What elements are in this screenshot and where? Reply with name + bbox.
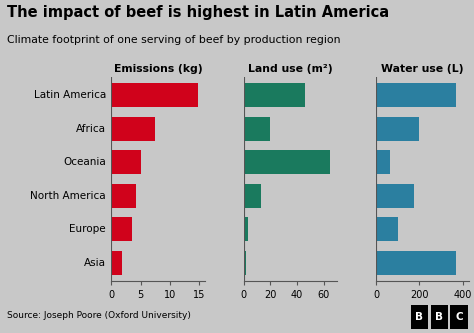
Title: Emissions (kg): Emissions (kg)	[114, 64, 202, 74]
Text: C: C	[455, 312, 463, 322]
FancyBboxPatch shape	[430, 305, 448, 329]
Text: B: B	[416, 312, 423, 322]
Bar	[376, 150, 390, 174]
Bar	[376, 117, 419, 141]
Bar	[244, 150, 330, 174]
Bar	[244, 217, 248, 241]
Text: Source: Joseph Poore (Oxford University): Source: Joseph Poore (Oxford University)	[7, 311, 191, 320]
Title: Water use (L): Water use (L)	[382, 64, 464, 74]
Bar	[111, 184, 136, 208]
Bar	[376, 83, 456, 107]
Text: B: B	[435, 312, 443, 322]
FancyBboxPatch shape	[450, 305, 468, 329]
Bar	[244, 184, 261, 208]
Bar	[111, 117, 155, 141]
Bar	[376, 217, 398, 241]
Title: Land use (m²): Land use (m²)	[248, 64, 333, 74]
Bar	[244, 117, 270, 141]
Bar	[111, 150, 140, 174]
Text: Climate footprint of one serving of beef by production region: Climate footprint of one serving of beef…	[7, 35, 341, 45]
Bar	[376, 251, 456, 275]
Bar	[376, 184, 414, 208]
Text: The impact of beef is highest in Latin America: The impact of beef is highest in Latin A…	[7, 5, 389, 20]
Bar	[111, 217, 132, 241]
Bar	[244, 83, 305, 107]
Bar	[111, 251, 122, 275]
FancyBboxPatch shape	[411, 305, 428, 329]
Bar	[111, 83, 198, 107]
Bar	[244, 251, 246, 275]
